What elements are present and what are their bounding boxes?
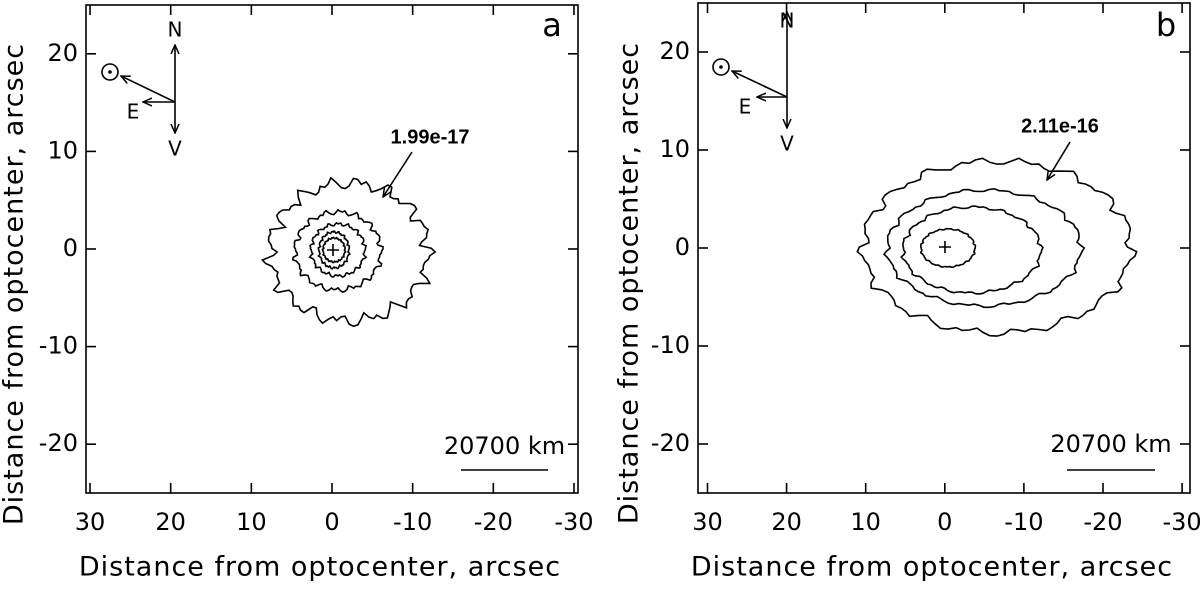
optocenter-mark bbox=[327, 244, 339, 256]
x-tick-label: 30 bbox=[692, 508, 723, 536]
panel-letter: b bbox=[1156, 6, 1176, 44]
y-tick-label: 0 bbox=[675, 233, 690, 261]
sun-dot bbox=[719, 65, 723, 69]
x-tick-label: -10 bbox=[1004, 508, 1043, 536]
contour-level-label: 1.99e-17 bbox=[391, 126, 470, 148]
sun-arrow bbox=[732, 71, 788, 98]
x-tick-label: 30 bbox=[75, 508, 106, 536]
x-tick-label: -10 bbox=[393, 508, 432, 536]
y-tick-label: 20 bbox=[47, 39, 78, 67]
contour bbox=[308, 221, 368, 279]
contour bbox=[261, 176, 437, 328]
contour bbox=[317, 230, 352, 270]
y-tick-label: -20 bbox=[39, 429, 78, 457]
annotation-arrow bbox=[1047, 141, 1071, 180]
sun-symbol bbox=[101, 63, 119, 81]
x-axis-label: Distance from optocenter, arcsec bbox=[79, 552, 561, 583]
sun-dot bbox=[108, 70, 112, 74]
contour bbox=[900, 205, 1044, 295]
sun-symbol bbox=[712, 58, 730, 76]
velocity-label: V bbox=[168, 137, 182, 161]
y-tick-label: -20 bbox=[651, 429, 690, 457]
y-tick-label: 20 bbox=[659, 37, 690, 65]
annotation-arrow bbox=[383, 151, 413, 197]
scale-label: 20700 km bbox=[1050, 430, 1171, 458]
east-label: E bbox=[739, 95, 752, 119]
plot-frame bbox=[85, 4, 579, 494]
x-tick-label: 0 bbox=[324, 508, 339, 536]
x-tick-label: 10 bbox=[236, 508, 267, 536]
optocenter-mark bbox=[939, 241, 951, 253]
north-label: N bbox=[168, 18, 183, 42]
contour bbox=[919, 227, 977, 269]
y-axis-label: Distance from optocenter, arcsec bbox=[614, 42, 645, 524]
x-tick-label: 20 bbox=[771, 508, 802, 536]
contour bbox=[321, 236, 347, 264]
x-tick-label: -30 bbox=[1162, 508, 1200, 536]
contour bbox=[291, 208, 384, 293]
x-tick-label: 10 bbox=[850, 508, 881, 536]
y-axis-label: Distance from optocenter, arcsec bbox=[0, 43, 30, 525]
contour bbox=[856, 157, 1138, 337]
sun-arrow bbox=[121, 76, 176, 103]
x-tick-label: -20 bbox=[1083, 508, 1122, 536]
scale-label: 20700 km bbox=[444, 432, 565, 460]
x-tick-label: -30 bbox=[554, 508, 593, 536]
plot-frame bbox=[697, 2, 1191, 494]
panel-letter: a bbox=[542, 6, 562, 44]
y-tick-label: -10 bbox=[651, 331, 690, 359]
east-label: E bbox=[127, 100, 140, 124]
y-tick-label: 10 bbox=[659, 135, 690, 163]
north-label: N bbox=[780, 9, 795, 33]
velocity-label: V bbox=[780, 132, 794, 156]
contour bbox=[882, 187, 1086, 309]
contour-level-label: 2.11e-16 bbox=[1021, 115, 1099, 137]
x-tick-label: 0 bbox=[937, 508, 952, 536]
x-tick-label: -20 bbox=[474, 508, 513, 536]
x-tick-label: 20 bbox=[155, 508, 186, 536]
x-axis-label: Distance from optocenter, arcsec bbox=[691, 552, 1173, 583]
y-tick-label: 0 bbox=[63, 234, 78, 262]
y-tick-label: 10 bbox=[47, 136, 78, 164]
y-tick-label: -10 bbox=[39, 332, 78, 360]
